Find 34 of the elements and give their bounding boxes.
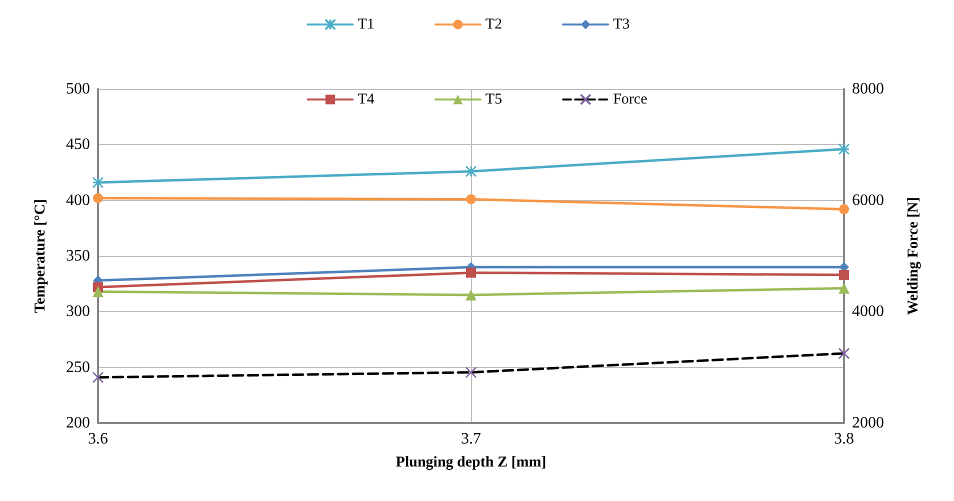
- point: [92, 176, 104, 188]
- point: [92, 286, 104, 298]
- y2-axis-title: Welding Force [N]: [906, 196, 922, 316]
- point: [839, 270, 849, 280]
- y-tick-label: 400: [66, 192, 90, 209]
- y2-tick-label: 8000: [852, 80, 884, 98]
- point: [838, 282, 850, 294]
- point: [466, 268, 476, 278]
- x-tick-label: 3.7: [461, 430, 481, 448]
- legend-label: T1: [358, 16, 374, 32]
- point: [466, 194, 476, 204]
- point: [466, 289, 476, 300]
- y2-tick-label: 4000: [852, 303, 884, 320]
- y-tick-label: 250: [66, 358, 90, 376]
- y-tick-label: 500: [66, 80, 90, 98]
- legend-label: T4: [358, 92, 375, 108]
- point: [839, 204, 849, 214]
- x-tick-label: 3.8: [834, 430, 854, 448]
- legend-label: T5: [485, 92, 502, 108]
- x-tick-label: 3.6: [88, 430, 108, 448]
- point: [838, 143, 850, 155]
- y-tick-label: 300: [66, 303, 90, 320]
- y-tick-label: 200: [66, 414, 90, 432]
- y-axis-title: Temperature [°C]: [32, 199, 48, 313]
- y2-tick-label: 2000: [852, 414, 884, 432]
- legend-label: T3: [613, 16, 630, 32]
- legend-label: Force: [613, 92, 648, 108]
- point: [465, 166, 477, 178]
- legend-label: T2: [485, 16, 502, 32]
- y-tick-label: 350: [66, 248, 90, 264]
- x-axis-title: Plunging depth Z [mm]: [396, 454, 546, 470]
- y-tick-label: 450: [66, 136, 90, 154]
- point: [93, 193, 103, 204]
- y2-tick-label: 6000: [852, 192, 884, 209]
